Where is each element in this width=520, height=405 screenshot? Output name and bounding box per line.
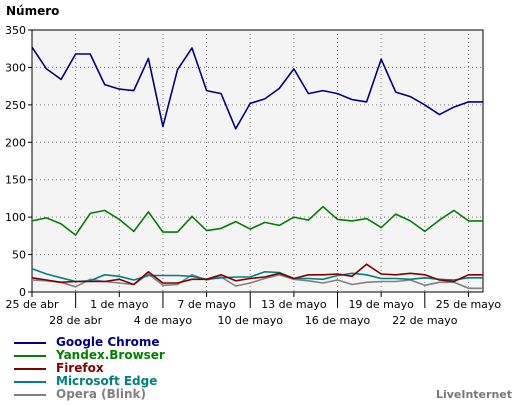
legend-label: Opera (Blink) xyxy=(56,387,146,401)
x-tick-label: 4 de mayo xyxy=(134,314,193,327)
x-tick-label: 25 de mayo xyxy=(436,298,502,311)
y-axis-label: Número xyxy=(6,4,60,18)
y-tick-label: 0 xyxy=(19,286,26,299)
series-line-microsoft-edge xyxy=(31,268,483,283)
x-tick-label: 25 de abr xyxy=(6,298,59,311)
y-tick-label: 300 xyxy=(5,61,26,74)
x-tick-label: 1 de mayo xyxy=(90,298,149,311)
x-tick-label: 10 de mayo xyxy=(218,314,284,327)
y-tick-label: 100 xyxy=(5,211,26,224)
legend-swatch xyxy=(14,368,46,370)
y-tick-label: 150 xyxy=(5,174,26,187)
plot-background xyxy=(31,29,484,293)
x-tick-label: 22 de mayo xyxy=(392,314,458,327)
legend-swatch xyxy=(14,394,46,396)
x-tick-label: 7 de mayo xyxy=(177,298,236,311)
axes: 0 50 100 150 200 250 300 350 25 de abr 28 de abr 1… xyxy=(5,24,501,327)
line-chart: 0 50 100 150 200 250 300 350 25 de abr 28 de abr 1… xyxy=(5,24,501,327)
brand-label: LiveInternet xyxy=(435,388,512,401)
legend-swatch xyxy=(14,381,46,383)
legend-label: Yandex.Browser xyxy=(56,348,165,362)
y-tick-label: 50 xyxy=(12,249,26,262)
y-tick-label: 200 xyxy=(5,136,26,149)
legend-label: Google Chrome xyxy=(56,335,160,349)
x-tick-label: 13 de mayo xyxy=(261,298,327,311)
series-lines xyxy=(31,46,483,290)
y-tick-label: 250 xyxy=(5,99,26,112)
series-line-firefox xyxy=(31,263,483,286)
legend-label: Firefox xyxy=(56,361,104,375)
series-line-google-chrome xyxy=(31,46,483,130)
x-tick-label: 16 de mayo xyxy=(305,314,371,327)
y-tick-label: 350 xyxy=(5,24,26,37)
x-tick-label: 28 de abr xyxy=(49,314,102,327)
x-tick-label: 19 de mayo xyxy=(348,298,414,311)
legend-swatch xyxy=(14,355,46,357)
series-line-yandex-browser xyxy=(31,205,483,236)
legend-label: Microsoft Edge xyxy=(56,374,158,388)
legend-swatch xyxy=(14,342,46,344)
